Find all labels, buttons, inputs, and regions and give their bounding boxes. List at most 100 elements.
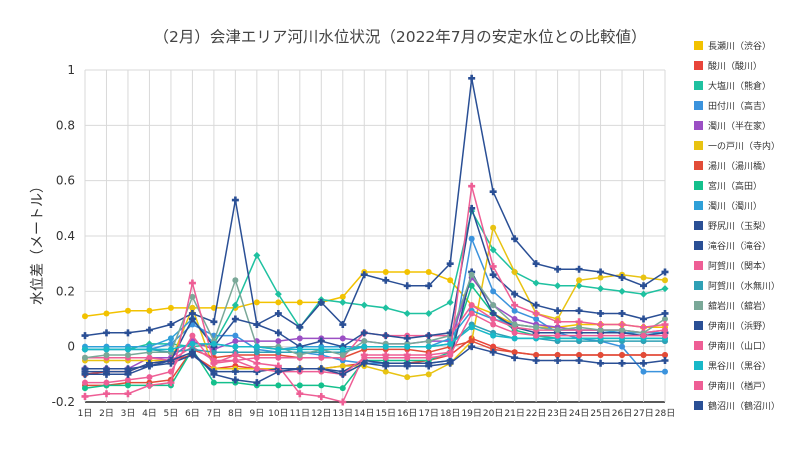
data-point <box>468 271 475 278</box>
data-point <box>124 370 132 378</box>
x-tick-label: 16日 <box>397 408 417 419</box>
data-point <box>231 315 239 323</box>
data-point <box>511 329 518 336</box>
data-point <box>554 282 562 290</box>
legend-label: 湯川（湯川橋） <box>708 160 771 172</box>
legend-label: 濁川（濁川） <box>708 201 762 212</box>
data-point <box>576 324 583 331</box>
data-point <box>575 307 583 315</box>
data-point <box>662 332 668 339</box>
data-point <box>490 302 497 309</box>
data-point <box>382 354 389 361</box>
data-point <box>296 346 303 353</box>
legend-swatch <box>694 81 703 90</box>
data-point <box>661 309 669 317</box>
data-point <box>382 368 389 375</box>
series-line <box>85 340 665 387</box>
series-line <box>85 345 666 384</box>
data-point <box>124 390 132 398</box>
legend-label: 伊南川（浜野） <box>708 320 771 332</box>
legend-item: 長瀬川（渋谷） <box>694 40 771 52</box>
data-point <box>296 365 304 373</box>
data-point <box>533 332 540 339</box>
x-tick-label: 12日 <box>311 408 331 419</box>
data-point <box>532 357 540 365</box>
data-point <box>511 354 519 362</box>
data-point <box>103 379 110 386</box>
y-tick-label: 0 <box>67 340 75 354</box>
data-point <box>425 332 433 340</box>
legend-item: 一の戸川（寺内） <box>694 140 780 152</box>
data-point <box>361 354 368 361</box>
legend-swatch <box>694 121 703 130</box>
series-line <box>85 209 666 351</box>
data-point <box>511 235 519 243</box>
data-point <box>575 357 583 365</box>
data-point <box>188 309 196 317</box>
data-point <box>447 351 454 358</box>
legend-item: 野尻川（玉梨） <box>694 220 771 232</box>
data-point <box>554 332 561 339</box>
data-point <box>274 368 282 376</box>
legend-label: 酸川（酸川） <box>708 61 762 72</box>
data-point <box>339 298 347 306</box>
data-point <box>533 316 540 322</box>
data-point <box>167 340 174 347</box>
data-point <box>597 327 604 334</box>
data-point <box>253 299 260 306</box>
data-point <box>188 348 196 356</box>
legend-swatch <box>694 341 703 350</box>
data-point <box>425 343 432 350</box>
data-point <box>296 390 304 398</box>
data-point <box>468 74 476 82</box>
data-point <box>490 332 497 339</box>
legend-swatch <box>694 381 703 390</box>
series-line <box>85 269 666 373</box>
data-point <box>468 338 475 345</box>
legend-item: 滝谷川（滝谷） <box>694 241 771 252</box>
data-point <box>554 327 561 334</box>
x-tick-label: 6日 <box>185 408 200 419</box>
data-point <box>124 307 131 314</box>
data-point <box>339 335 346 342</box>
data-point <box>124 382 131 389</box>
data-point <box>468 282 475 289</box>
data-point <box>146 374 153 381</box>
legend-label: 伊南川（楢戸） <box>708 380 771 392</box>
data-point <box>532 279 540 287</box>
data-point <box>232 338 239 345</box>
legend-swatch <box>694 401 703 410</box>
data-point <box>489 271 497 279</box>
data-point <box>188 315 196 323</box>
data-point <box>231 351 239 359</box>
data-point <box>317 365 325 373</box>
legend-label: 伊南川（山口） <box>708 340 771 352</box>
data-point <box>274 362 282 370</box>
x-tick-label: 7日 <box>207 408 222 419</box>
data-point <box>404 268 411 275</box>
x-tick-label: 25日 <box>590 408 610 419</box>
data-point <box>360 329 368 337</box>
legend-swatch <box>694 201 703 210</box>
x-tick-label: 24日 <box>569 408 589 419</box>
data-point <box>489 246 497 254</box>
data-point <box>618 321 626 329</box>
data-point <box>339 321 347 329</box>
legend-label: 阿賀川（関本） <box>708 260 771 272</box>
data-point <box>167 335 174 342</box>
data-point <box>597 321 605 329</box>
x-tick-label: 21日 <box>504 408 524 419</box>
legend-item: 田付川（高吉） <box>694 100 771 112</box>
legend-label: 滝谷川（滝谷） <box>708 241 771 252</box>
legend-item: 大塩川（熊倉） <box>694 80 771 92</box>
data-point <box>167 321 175 329</box>
data-point <box>533 324 540 331</box>
data-point <box>662 368 668 375</box>
legend-item: 宮川（高田） <box>694 180 762 192</box>
legend-item: 濁川（半在家） <box>694 120 771 132</box>
y-axis-ticks: 1 0.8 0.6 0.4 0.2 0 -0.2 <box>52 63 75 409</box>
legend-swatch <box>694 321 703 330</box>
data-point <box>253 251 261 259</box>
data-point <box>145 326 153 334</box>
